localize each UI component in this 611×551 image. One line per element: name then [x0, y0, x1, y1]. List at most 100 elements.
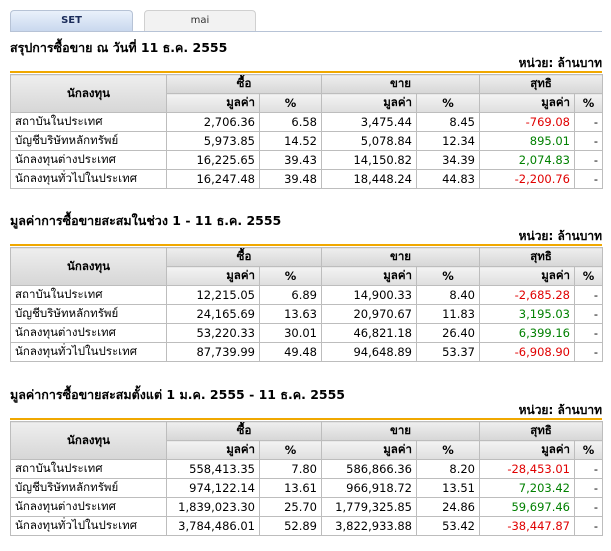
sell-value: 20,970.67 — [321, 304, 417, 324]
table-row: บัญชีบริษัทหลักทรัพย์ 5,973.85 14.52 5,078.… — [10, 131, 603, 151]
market-tabs: SET mai — [10, 10, 602, 32]
subheader-row: มูลค่า% มูลค่า% มูลค่า% — [11, 440, 603, 460]
buy-value: 87,739.99 — [166, 342, 260, 362]
buy-header: ซื้อ — [166, 421, 322, 441]
sell-value: 14,900.33 — [321, 285, 417, 305]
investor-trading-table: นักลงทุน ซื้อ ขาย สุทธิ มูลค่า% มูลค่า% มูลค่า… — [10, 247, 603, 362]
investor-header: นักลงทุน — [10, 421, 167, 460]
sell-value: 46,821.18 — [321, 323, 417, 343]
buy-pct: 49.48 — [259, 342, 322, 362]
table-row: นักลงทุนทั่วไปในประเทศ 16,247.48 39.48 18,4… — [10, 169, 603, 189]
net-pct: - — [574, 131, 603, 151]
sell-pct-header: % — [416, 440, 480, 460]
table-row: บัญชีบริษัทหลักทรัพย์ 974,122.14 13.61 966,… — [10, 478, 603, 498]
sell-value: 94,648.89 — [321, 342, 417, 362]
investor-trading-table: นักลงทุน ซื้อ ขาย สุทธิ มูลค่า% มูลค่า% มูลค่า… — [10, 74, 603, 189]
header-row: นักลงทุน ซื้อ ขาย สุทธิ — [10, 74, 603, 113]
table-row: นักลงทุนต่างประเทศ 16,225.65 39.43 14,150.8… — [10, 150, 603, 170]
buy-pct: 7.80 — [259, 459, 322, 479]
net-pct-header: % — [574, 440, 603, 460]
investor-name: สถาบันในประเทศ — [10, 112, 167, 132]
sell-value: 1,779,325.85 — [321, 497, 417, 517]
net-pct: - — [574, 285, 603, 305]
net-header: สุทธิ — [479, 74, 603, 94]
net-value: -2,200.76 — [479, 169, 575, 189]
buy-value: 558,413.35 — [166, 459, 260, 479]
section-title: สรุปการซื้อขาย ณ วันที่ 11 ธ.ค. 2555 — [10, 40, 228, 55]
investor-name: บัญชีบริษัทหลักทรัพย์ — [10, 478, 167, 498]
net-pct-header: % — [574, 266, 603, 286]
sell-header: ขาย — [321, 421, 480, 441]
net-pct: - — [574, 112, 603, 132]
buy-pct: 13.63 — [259, 304, 322, 324]
net-value-header: มูลค่า — [479, 93, 575, 113]
sell-pct: 44.83 — [416, 169, 480, 189]
sell-pct: 53.42 — [416, 516, 480, 536]
sell-value: 966,918.72 — [321, 478, 417, 498]
sell-pct: 8.45 — [416, 112, 480, 132]
section-title: มูลค่าการซื้อขายสะสมในช่วง 1 - 11 ธ.ค. 2… — [10, 213, 282, 228]
net-value: -2,685.28 — [479, 285, 575, 305]
investor-name: นักลงทุนต่างประเทศ — [10, 497, 167, 517]
buy-pct: 39.48 — [259, 169, 322, 189]
sell-value-header: มูลค่า — [321, 93, 417, 113]
net-value: 895.01 — [479, 131, 575, 151]
sell-pct: 13.51 — [416, 478, 480, 498]
tab-divider — [10, 31, 602, 32]
net-pct: - — [574, 478, 603, 498]
net-value: 2,074.83 — [479, 150, 575, 170]
net-pct: - — [574, 516, 603, 536]
net-pct: - — [574, 150, 603, 170]
buy-value: 16,247.48 — [166, 169, 260, 189]
sell-pct: 11.83 — [416, 304, 480, 324]
header-row: นักลงทุน ซื้อ ขาย สุทธิ — [10, 247, 603, 286]
table-row: สถาบันในประเทศ 558,413.35 7.80 586,866.36 8.… — [10, 459, 603, 479]
table-top-rule — [10, 244, 602, 246]
table-top-rule — [10, 418, 602, 420]
net-pct: - — [574, 323, 603, 343]
buy-value: 974,122.14 — [166, 478, 260, 498]
buy-value: 12,215.05 — [166, 285, 260, 305]
sell-pct: 8.20 — [416, 459, 480, 479]
sell-pct: 8.40 — [416, 285, 480, 305]
net-value: 59,697.46 — [479, 497, 575, 517]
table-row: สถาบันในประเทศ 12,215.05 6.89 14,900.33 8.40… — [10, 285, 603, 305]
buy-value-header: มูลค่า — [166, 266, 260, 286]
buy-value: 16,225.65 — [166, 150, 260, 170]
buy-value: 1,839,023.30 — [166, 497, 260, 517]
tab-mai[interactable]: mai — [144, 10, 256, 31]
table-row: บัญชีบริษัทหลักทรัพย์ 24,165.69 13.63 20,97… — [10, 304, 603, 324]
investor-name: บัญชีบริษัทหลักทรัพย์ — [10, 304, 167, 324]
table-row: นักลงทุนต่างประเทศ 53,220.33 30.01 46,821.1… — [10, 323, 603, 343]
sell-value-header: มูลค่า — [321, 440, 417, 460]
net-pct: - — [574, 497, 603, 517]
net-value: -38,447.87 — [479, 516, 575, 536]
buy-header: ซื้อ — [166, 247, 322, 267]
buy-pct: 14.52 — [259, 131, 322, 151]
investor-trading-table: นักลงทุน ซื้อ ขาย สุทธิ มูลค่า% มูลค่า% มูลค่า… — [10, 421, 603, 536]
net-value: -6,908.90 — [479, 342, 575, 362]
sell-pct-header: % — [416, 93, 480, 113]
buy-value: 53,220.33 — [166, 323, 260, 343]
sell-pct: 24.86 — [416, 497, 480, 517]
net-header: สุทธิ — [479, 421, 603, 441]
buy-value: 24,165.69 — [166, 304, 260, 324]
header-row: นักลงทุน ซื้อ ขาย สุทธิ — [10, 421, 603, 460]
sell-value-header: มูลค่า — [321, 266, 417, 286]
net-pct: - — [574, 342, 603, 362]
sell-pct: 12.34 — [416, 131, 480, 151]
sell-pct: 26.40 — [416, 323, 480, 343]
investor-header: นักลงทุน — [10, 74, 167, 113]
net-value: -769.08 — [479, 112, 575, 132]
buy-header: ซื้อ — [166, 74, 322, 94]
buy-value-header: มูลค่า — [166, 93, 260, 113]
sell-pct: 53.37 — [416, 342, 480, 362]
buy-pct: 13.61 — [259, 478, 322, 498]
sell-pct: 34.39 — [416, 150, 480, 170]
net-pct: - — [574, 169, 603, 189]
buy-pct: 6.58 — [259, 112, 322, 132]
buy-value: 5,973.85 — [166, 131, 260, 151]
tab-set[interactable]: SET — [10, 10, 133, 31]
unit-label: หน่วย: ล้านบาท — [518, 56, 602, 70]
net-pct-header: % — [574, 93, 603, 113]
